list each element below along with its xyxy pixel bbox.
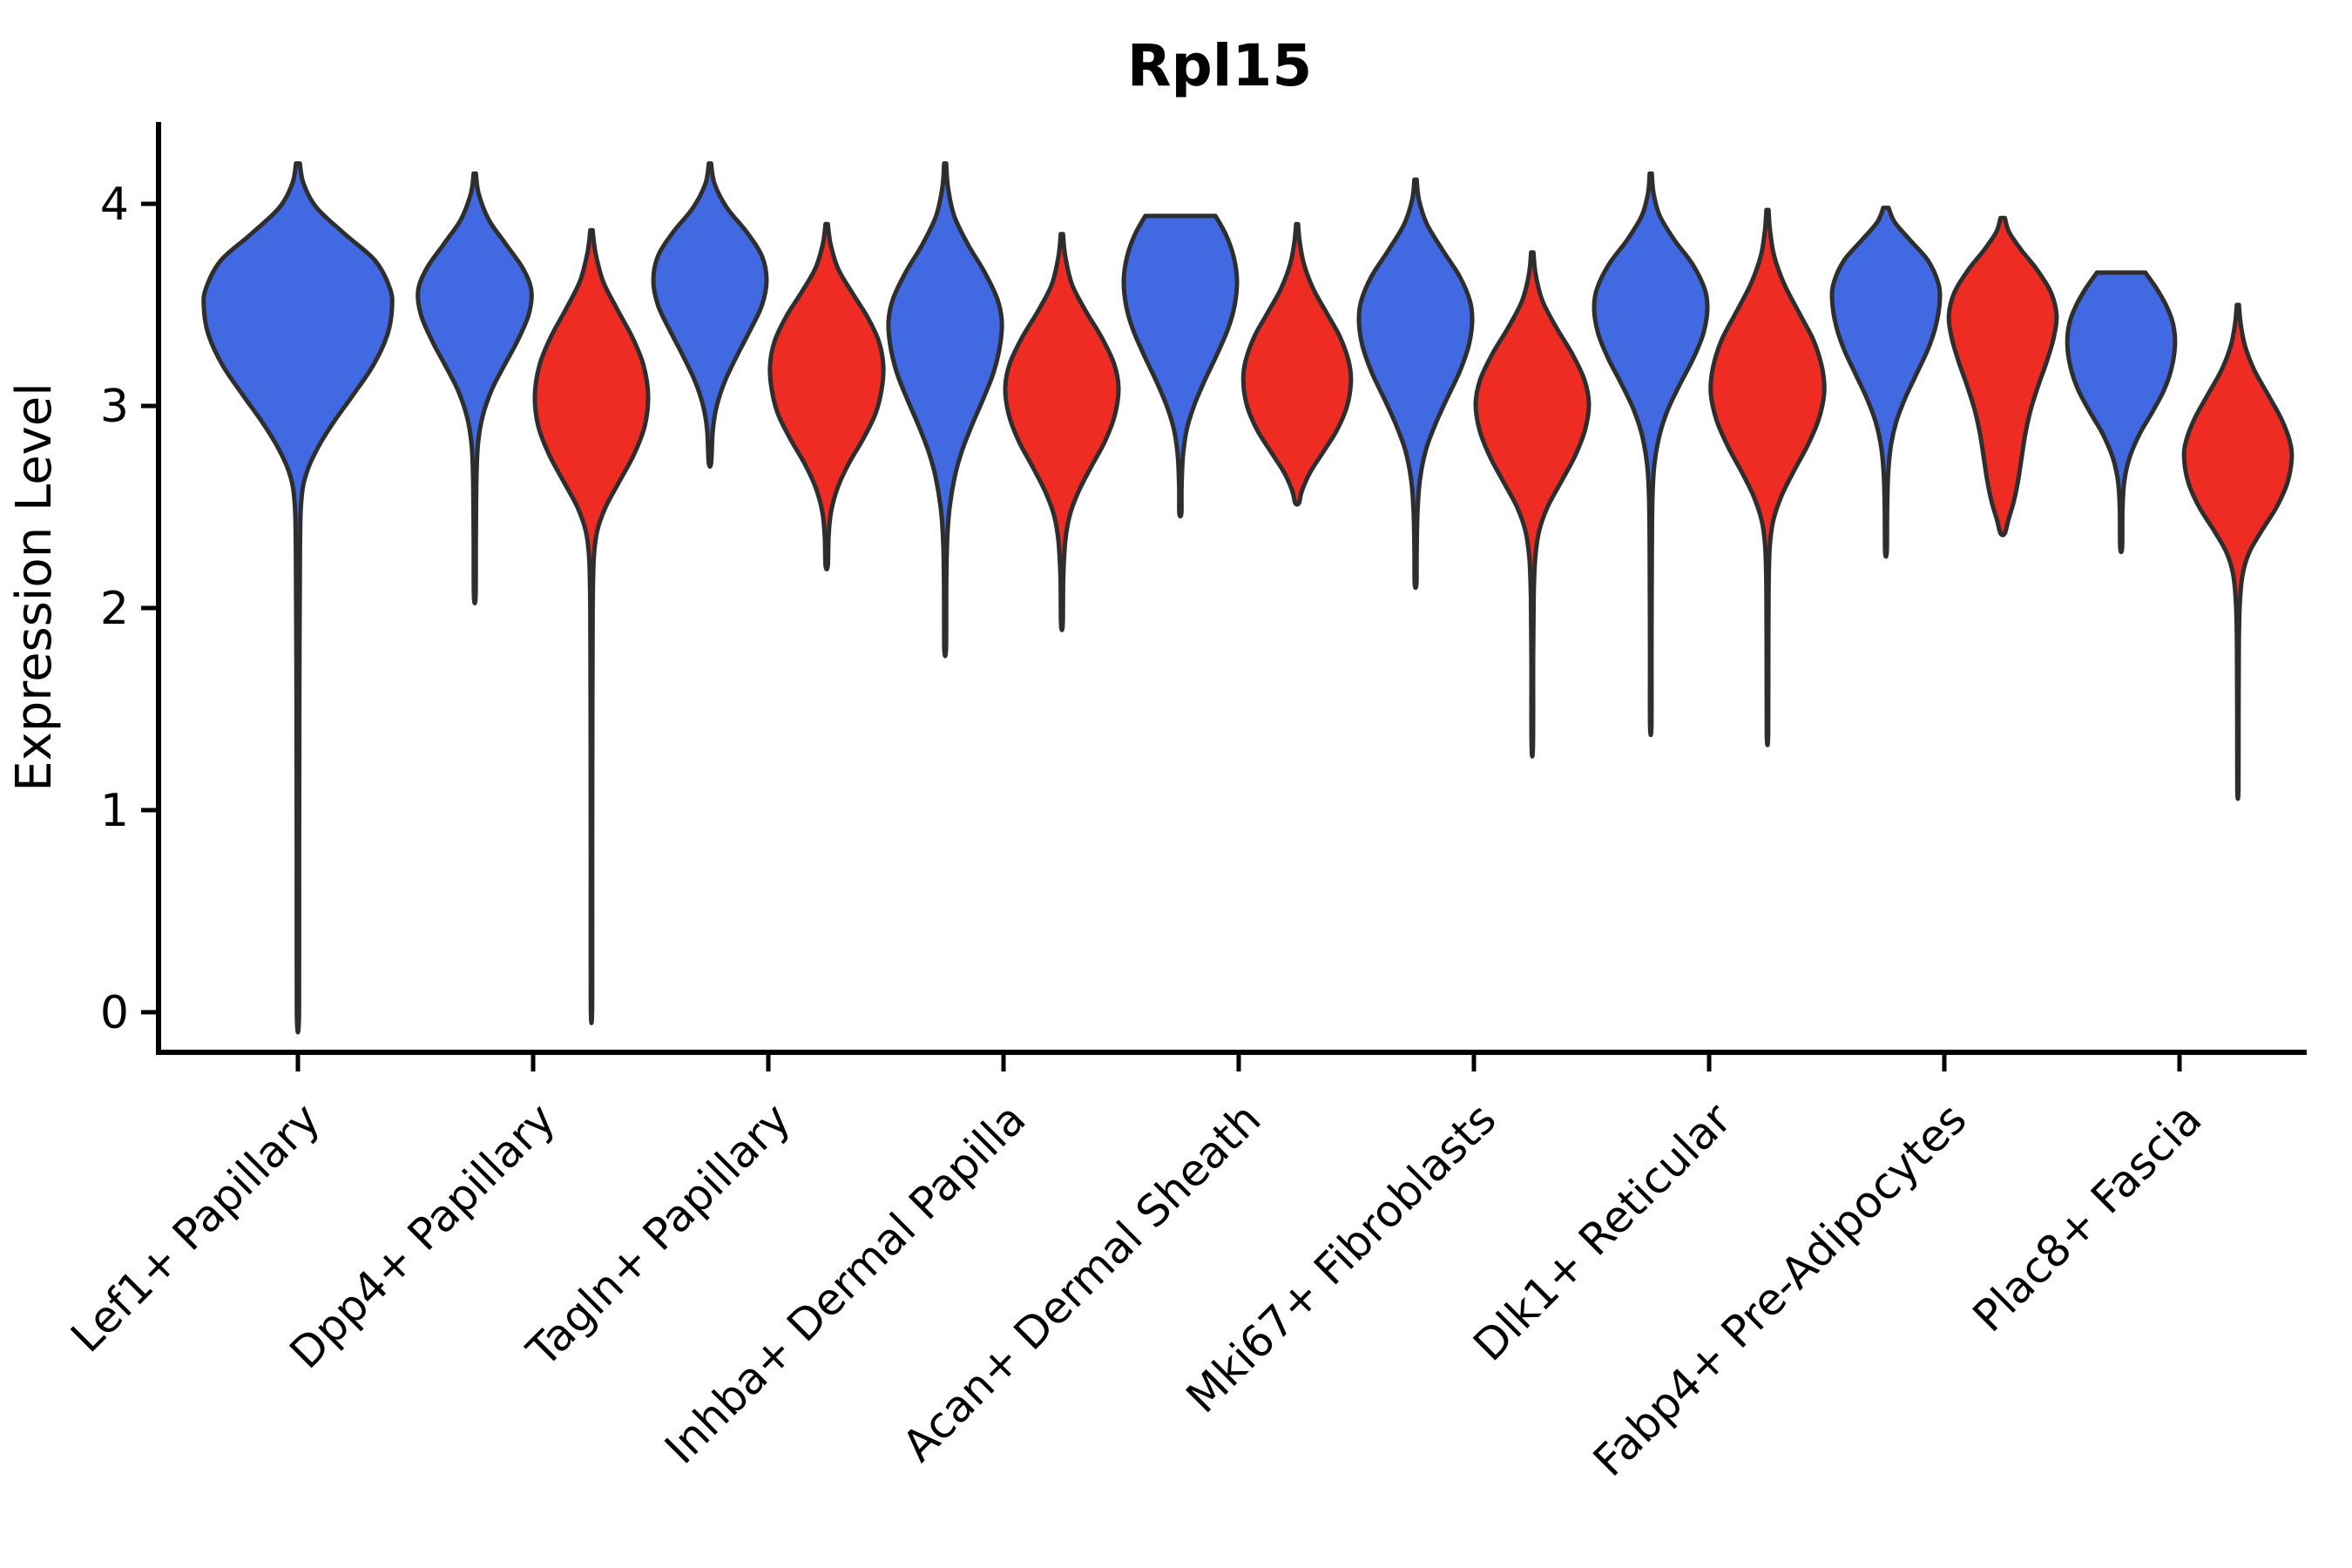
y-tick-labels: 0 1 2 3 4 [100, 179, 129, 1039]
violin-dlk1-reticular-red [1708, 207, 1827, 747]
violin-acan-dermal-sheath-red [1240, 221, 1354, 507]
y-tick-label-1: 1 [100, 785, 129, 837]
x-tick-label-lef1-papillary: Lef1+ Papillary [61, 1093, 329, 1362]
x-tick-label-tagln-papillary: Tagln+ Papillary [517, 1093, 800, 1376]
violin-mki67-fibroblasts-red [1473, 250, 1592, 759]
violin-dpp4-papillary-blue [416, 171, 534, 605]
violin-plac8-fascia-red [2181, 302, 2295, 801]
violin-dlk1-reticular-blue [1592, 171, 1710, 738]
violin-mki67-fibroblasts-blue [1356, 177, 1475, 591]
violin-fabp4-pre-adipocytes-blue [1829, 206, 1943, 559]
violin-inhba-dermal-papilla-red [1003, 232, 1121, 632]
violin-acan-dermal-sheath-blue [1121, 213, 1240, 519]
y-axis-label: Expression Level [6, 382, 63, 792]
y-tick-label-3: 3 [100, 381, 129, 433]
violin-tagln-papillary-blue [651, 161, 769, 470]
violin-fabp4-pre-adipocytes-red [1946, 215, 2059, 537]
x-tick-label-dlk1-reticular: Dlk1+ Reticular [1463, 1093, 1740, 1370]
chart-title: Rpl15 [1127, 32, 1313, 99]
y-tick-label-2: 2 [100, 583, 129, 635]
violin-tagln-papillary-red [767, 221, 886, 572]
violin-plac8-fascia-blue [2065, 270, 2178, 555]
x-tick-label-plac8-fascia: Plac8+ Fascia [1963, 1093, 2212, 1342]
violin-inhba-dermal-papilla-blue [886, 161, 1004, 659]
violin-lef1-papillary-blue [201, 161, 395, 1035]
violin-dpp4-papillary-red [532, 227, 651, 1025]
y-tick-label-4: 4 [100, 179, 129, 231]
x-tick-label-fabp4-pre-adipocytes: Fabp4+ Pre-Adipocytes [1584, 1093, 1977, 1486]
axes [141, 122, 2307, 1071]
y-tick-label-0: 0 [100, 987, 129, 1039]
violins-group [201, 161, 2295, 1035]
